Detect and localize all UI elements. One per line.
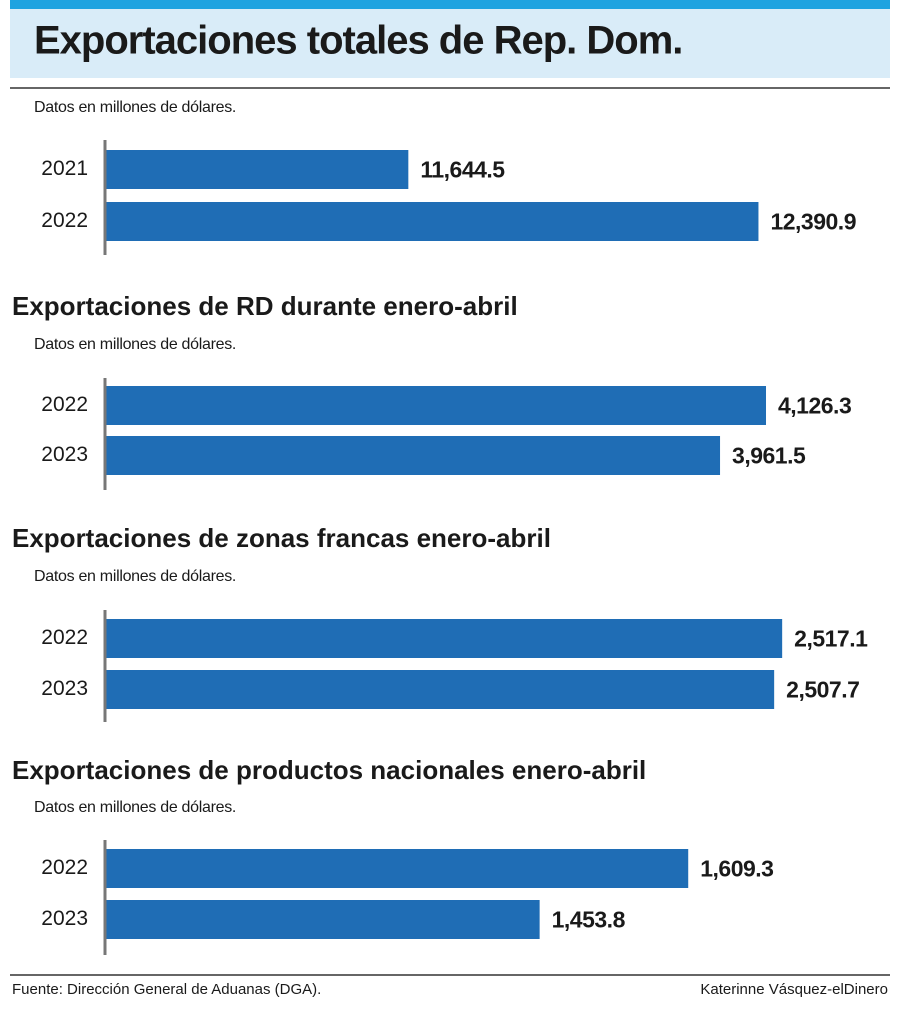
value-label: 11,644.5 [420, 157, 505, 183]
bar [106, 436, 721, 475]
chart-title: Exportaciones de productos nacionales en… [12, 755, 646, 785]
bar [106, 670, 775, 709]
value-label: 1,609.3 [700, 856, 773, 882]
category-label: 2023 [41, 907, 88, 930]
source: Fuente: Dirección General de Aduanas (DG… [12, 981, 321, 998]
value-label: 1,453.8 [552, 907, 626, 933]
value-label: 2,507.7 [786, 677, 859, 703]
category-label: 2021 [41, 157, 88, 180]
category-label: 2022 [41, 209, 88, 232]
value-label: 2,517.1 [794, 626, 868, 652]
bar [106, 619, 783, 658]
chart-title: Exportaciones de RD durante enero-abril [12, 291, 518, 321]
category-label: 2023 [41, 443, 88, 466]
bar [106, 202, 759, 241]
chart-subtitle: Datos en millones de dólares. [34, 799, 236, 816]
value-label: 3,961.5 [732, 443, 806, 469]
category-label: 2022 [41, 626, 88, 649]
chart-title: Exportaciones de zonas francas enero-abr… [12, 523, 551, 553]
value-label: 4,126.3 [778, 393, 851, 419]
top-strip [10, 0, 890, 9]
bar [106, 849, 689, 888]
credit: Katerinne Vásquez-elDinero [700, 981, 888, 998]
chart-subtitle: Datos en millones de dólares. [34, 568, 236, 585]
chart-subtitle: Datos en millones de dólares. [34, 99, 236, 116]
value-label: 12,390.9 [770, 209, 856, 235]
bar [106, 900, 540, 939]
bar [106, 150, 409, 189]
chart-subtitle: Datos en millones de dólares. [34, 336, 236, 353]
title-banner [10, 9, 890, 78]
category-label: 2022 [41, 856, 88, 879]
chart-title: Exportaciones totales de Rep. Dom. [34, 19, 682, 63]
category-label: 2023 [41, 677, 88, 700]
category-label: 2022 [41, 393, 88, 416]
bar [106, 386, 767, 425]
